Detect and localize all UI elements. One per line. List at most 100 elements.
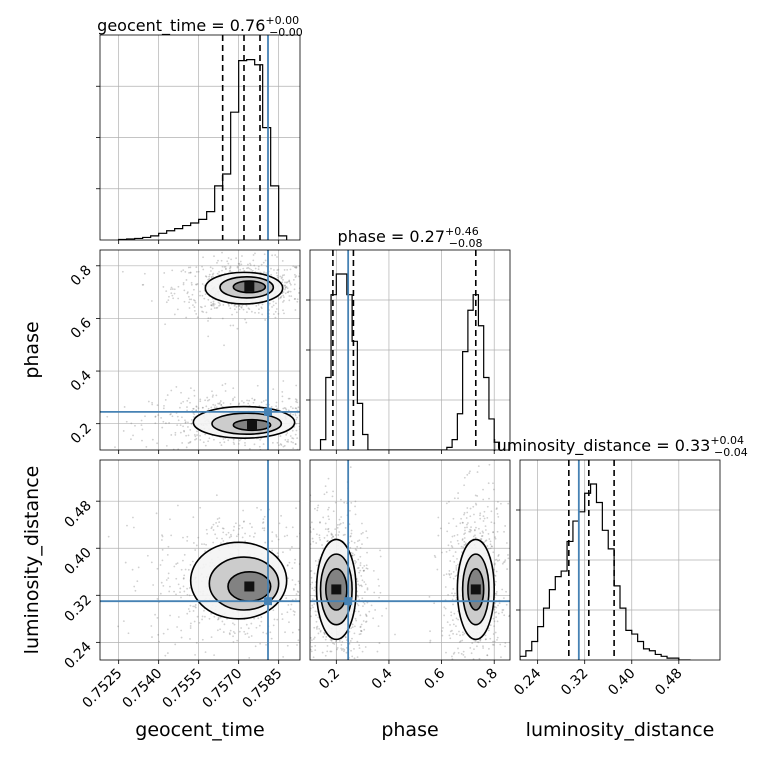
sample-point (284, 284, 286, 287)
sample-point (292, 610, 295, 612)
sample-point (297, 639, 300, 642)
sample-point (360, 575, 363, 577)
sample-point (154, 416, 157, 418)
sample-point (295, 507, 297, 510)
sample-point (179, 406, 181, 409)
sample-point (351, 623, 354, 626)
sample-point (379, 591, 382, 594)
sample-point (216, 272, 219, 275)
sample-point (215, 394, 218, 397)
sample-point (300, 428, 302, 430)
sample-point (201, 265, 203, 268)
sample-point (294, 583, 297, 586)
sample-point (222, 662, 224, 664)
sample-point (310, 615, 312, 618)
sample-point (221, 527, 224, 530)
sample-point (236, 266, 239, 269)
sample-point (226, 260, 229, 263)
sample-point (349, 546, 352, 549)
sample-point (319, 436, 321, 438)
sample-point (377, 578, 380, 581)
sample-point (479, 668, 481, 670)
sample-point (311, 587, 314, 590)
sample-point (321, 544, 323, 546)
sample-point (154, 613, 156, 616)
sample-point (209, 317, 212, 320)
sample-point (220, 259, 223, 262)
sample-point (243, 630, 246, 633)
sample-point (366, 588, 369, 591)
sample-point (342, 534, 345, 536)
sample-point (459, 522, 462, 525)
sample-point (302, 636, 304, 638)
sample-point (257, 311, 260, 314)
sample-point (147, 400, 150, 403)
sample-point (364, 613, 367, 616)
sample-point (289, 290, 292, 293)
sample-point (247, 402, 250, 405)
sample-point (448, 549, 451, 552)
sample-point (286, 287, 289, 290)
sample-point (292, 278, 295, 281)
sample-point (495, 508, 498, 511)
sample-point (332, 642, 334, 645)
sample-point (186, 399, 189, 402)
sample-point (216, 661, 218, 663)
sample-point (306, 542, 308, 544)
sample-point (314, 595, 317, 598)
sample-point (189, 638, 191, 640)
sample-point (171, 415, 174, 418)
sample-point (486, 654, 489, 657)
sample-point (281, 618, 284, 621)
sample-point (256, 384, 259, 387)
sample-point (326, 644, 329, 647)
sample-point (259, 438, 262, 441)
sample-point (358, 539, 361, 542)
sample-point (455, 617, 458, 620)
sample-point (189, 271, 192, 274)
sample-point (290, 295, 293, 298)
sample-point (260, 620, 263, 623)
sample-point (378, 665, 380, 667)
sample-point (297, 628, 300, 631)
sample-point (175, 563, 178, 565)
sample-point (238, 630, 241, 633)
sample-point (362, 569, 365, 572)
sample-point (228, 536, 231, 539)
sample-point (293, 298, 296, 300)
sample-point (192, 288, 195, 291)
sample-point (507, 502, 510, 505)
sample-point (338, 639, 341, 642)
sample-point (142, 283, 145, 286)
sample-point (276, 552, 279, 555)
sample-point (479, 514, 481, 517)
sample-point (466, 507, 469, 509)
sample-point (450, 572, 453, 575)
sample-point (331, 495, 334, 498)
sample-point (447, 522, 450, 525)
sample-point (495, 558, 498, 561)
sample-point (122, 620, 125, 623)
sample-point (221, 251, 223, 254)
sample-point (224, 268, 227, 270)
sample-point (314, 560, 317, 562)
sample-point (180, 629, 183, 632)
sample-point (281, 274, 284, 277)
sample-point (498, 602, 501, 605)
sample-point (463, 533, 465, 536)
sample-point (494, 562, 496, 565)
sample-point (493, 522, 496, 525)
sample-point (479, 512, 482, 515)
sample-point (246, 453, 248, 455)
sample-point (222, 540, 225, 542)
sample-point (349, 535, 352, 537)
sample-point (452, 571, 455, 573)
sample-point (317, 632, 320, 635)
sample-point (311, 639, 313, 642)
sample-point (272, 609, 275, 612)
sample-point (327, 278, 329, 280)
sample-point (254, 645, 257, 648)
sample-point (354, 505, 356, 508)
sample-point (324, 528, 327, 531)
sample-point (359, 564, 362, 567)
